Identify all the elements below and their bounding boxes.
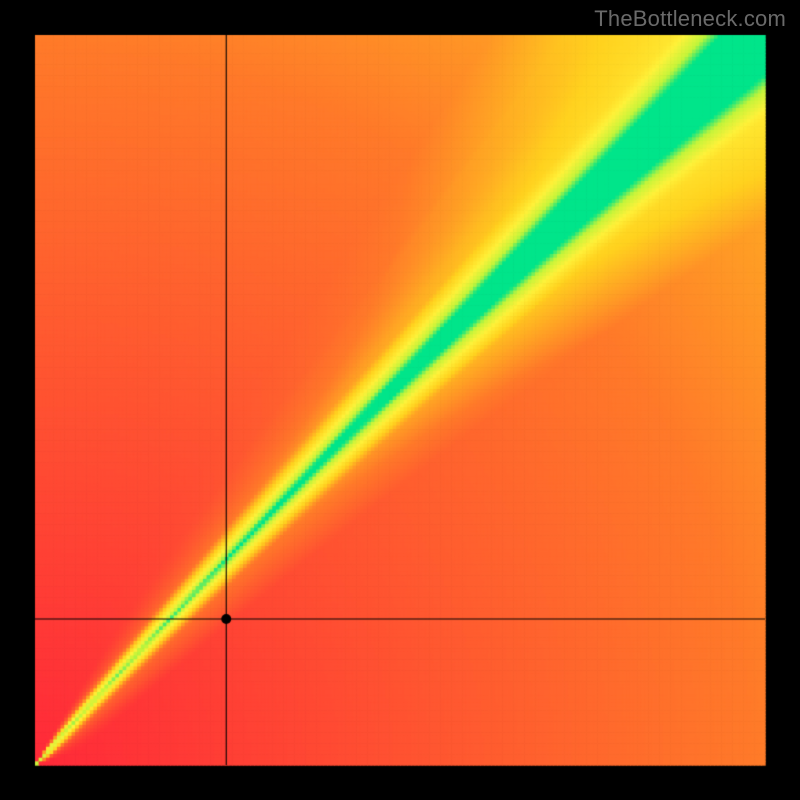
watermark-text: TheBottleneck.com [594, 6, 786, 32]
bottleneck-heatmap-canvas [0, 0, 800, 800]
chart-container: TheBottleneck.com [0, 0, 800, 800]
